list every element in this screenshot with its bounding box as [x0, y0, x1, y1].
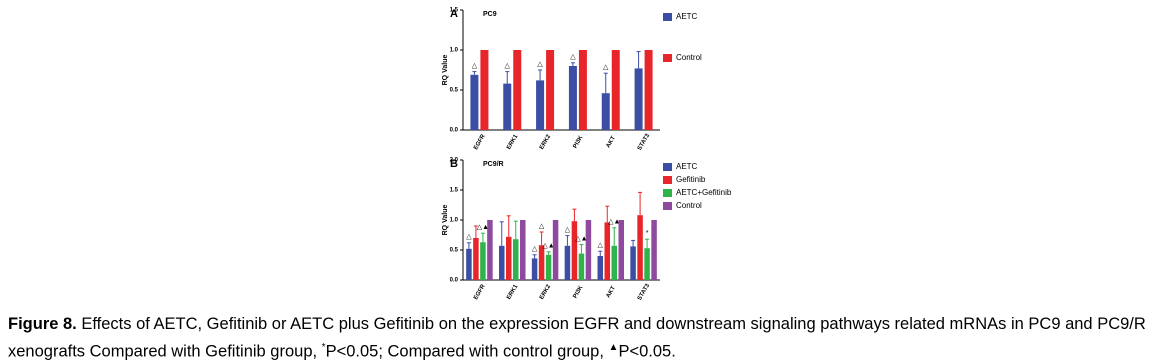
- y-tick-label: 0.0: [450, 278, 459, 284]
- bar: [585, 220, 592, 280]
- significance-marker: △: [532, 246, 538, 253]
- legend-swatch: [663, 189, 672, 197]
- bar: [578, 253, 585, 280]
- caption-sup: *: [321, 342, 326, 353]
- significance-marker: △: [472, 62, 478, 69]
- caption-text: Effects of AETC, Gefitinib or AETC plus …: [8, 315, 1146, 361]
- bar: [480, 242, 486, 280]
- bar: [568, 66, 577, 130]
- y-tick-label: 1.5: [450, 8, 459, 14]
- bar: [503, 83, 512, 130]
- bar: [520, 220, 526, 280]
- significance-marker: △: [537, 61, 543, 68]
- legend-swatch: [663, 163, 672, 171]
- bar: [552, 220, 559, 280]
- y-tick-label: 0.5: [450, 248, 459, 254]
- x-tick-label: STAT3: [637, 282, 652, 300]
- significance-marker: △: [598, 242, 604, 249]
- legend-label: AETC: [676, 12, 698, 21]
- bar: [564, 245, 571, 280]
- y-tick-label: 2.0: [450, 158, 459, 164]
- significance-marker: △: [603, 64, 609, 71]
- legend-swatch: [663, 176, 672, 184]
- significance-marker: △: [565, 226, 571, 233]
- bar: [634, 68, 643, 130]
- bar: [637, 215, 643, 280]
- bar: [644, 248, 650, 280]
- legend-swatch: [663, 202, 672, 210]
- significance-marker: △▲: [542, 243, 554, 250]
- bar: [513, 50, 522, 130]
- x-tick-label: PI3K: [572, 284, 584, 299]
- significance-marker: △▲: [608, 219, 620, 226]
- significance-marker: *: [646, 230, 649, 237]
- panel-title: PC9: [483, 11, 497, 18]
- bar: [545, 254, 552, 280]
- caption-label: Figure 8.: [8, 315, 77, 333]
- legend-label: AETC: [676, 162, 698, 171]
- legend-label: Control: [676, 53, 702, 62]
- y-tick-label: 0.5: [450, 88, 459, 94]
- significance-marker: △▲: [477, 224, 489, 231]
- caption-sup: ▲: [608, 342, 619, 353]
- bar: [578, 50, 587, 130]
- x-tick-label: ERK2: [539, 283, 553, 300]
- x-tick-label: STAT3: [637, 132, 652, 151]
- legend-swatch: [663, 13, 672, 21]
- significance-marker: △: [539, 223, 545, 230]
- bar: [611, 245, 617, 280]
- panel-label: B: [450, 158, 458, 170]
- bar: [499, 245, 505, 280]
- y-tick-label: 0.0: [450, 128, 459, 134]
- panel-label: A: [450, 8, 458, 20]
- bar: [571, 221, 578, 280]
- caption: Figure 8. Effects of AETC, Gefitinib or …: [8, 313, 1158, 364]
- x-tick-label: EGFR: [473, 133, 487, 151]
- bar: [644, 50, 653, 130]
- y-axis-label: RQ Value: [442, 205, 449, 236]
- x-tick-label: PI3K: [572, 134, 584, 149]
- bar: [513, 239, 519, 280]
- bar: [470, 74, 479, 130]
- y-tick-label: 1.5: [450, 188, 459, 194]
- significance-marker: △: [505, 62, 511, 69]
- bar: [536, 80, 545, 130]
- x-tick-label: ERK1: [506, 133, 520, 150]
- bar: [487, 220, 493, 280]
- bar: [604, 222, 610, 280]
- bar: [597, 256, 603, 280]
- panel-title: PC9/R: [483, 161, 504, 168]
- x-tick-label: EGFR: [473, 283, 487, 300]
- bar: [601, 93, 610, 130]
- y-axis-label: RQ Value: [442, 55, 449, 86]
- significance-marker: △▲: [575, 235, 587, 242]
- caption-text: P<0.05.: [618, 342, 676, 361]
- legend-label: AETC+Gefitinib: [676, 188, 732, 197]
- bar: [546, 50, 555, 130]
- x-tick-label: ERK1: [506, 283, 520, 300]
- bar: [480, 50, 489, 130]
- significance-marker: △: [466, 234, 472, 241]
- bar: [473, 238, 479, 280]
- legend-swatch: [663, 54, 672, 62]
- bar: [531, 258, 538, 280]
- bar: [506, 236, 512, 280]
- x-tick-label: AKT: [606, 285, 618, 299]
- bar: [538, 245, 545, 280]
- significance-marker: △: [570, 54, 576, 61]
- figure: A PC9 RQ Value 0.0 0.5 1.0 1.5 EGFR △ ERK1 △ ERK2 △ P…: [442, 8, 732, 300]
- legend-label: Gefitinib: [676, 175, 706, 184]
- bar: [630, 246, 636, 280]
- legend-label: Control: [676, 201, 702, 210]
- bar: [466, 248, 472, 280]
- y-tick-label: 1.0: [450, 218, 459, 224]
- caption-text: P<0.05; Compared with control group,: [325, 342, 609, 361]
- bar: [618, 220, 624, 280]
- x-tick-label: ERK2: [539, 133, 553, 150]
- y-tick-label: 1.0: [450, 48, 459, 54]
- x-tick-label: AKT: [606, 135, 618, 149]
- bar: [651, 220, 657, 280]
- bar: [611, 50, 620, 130]
